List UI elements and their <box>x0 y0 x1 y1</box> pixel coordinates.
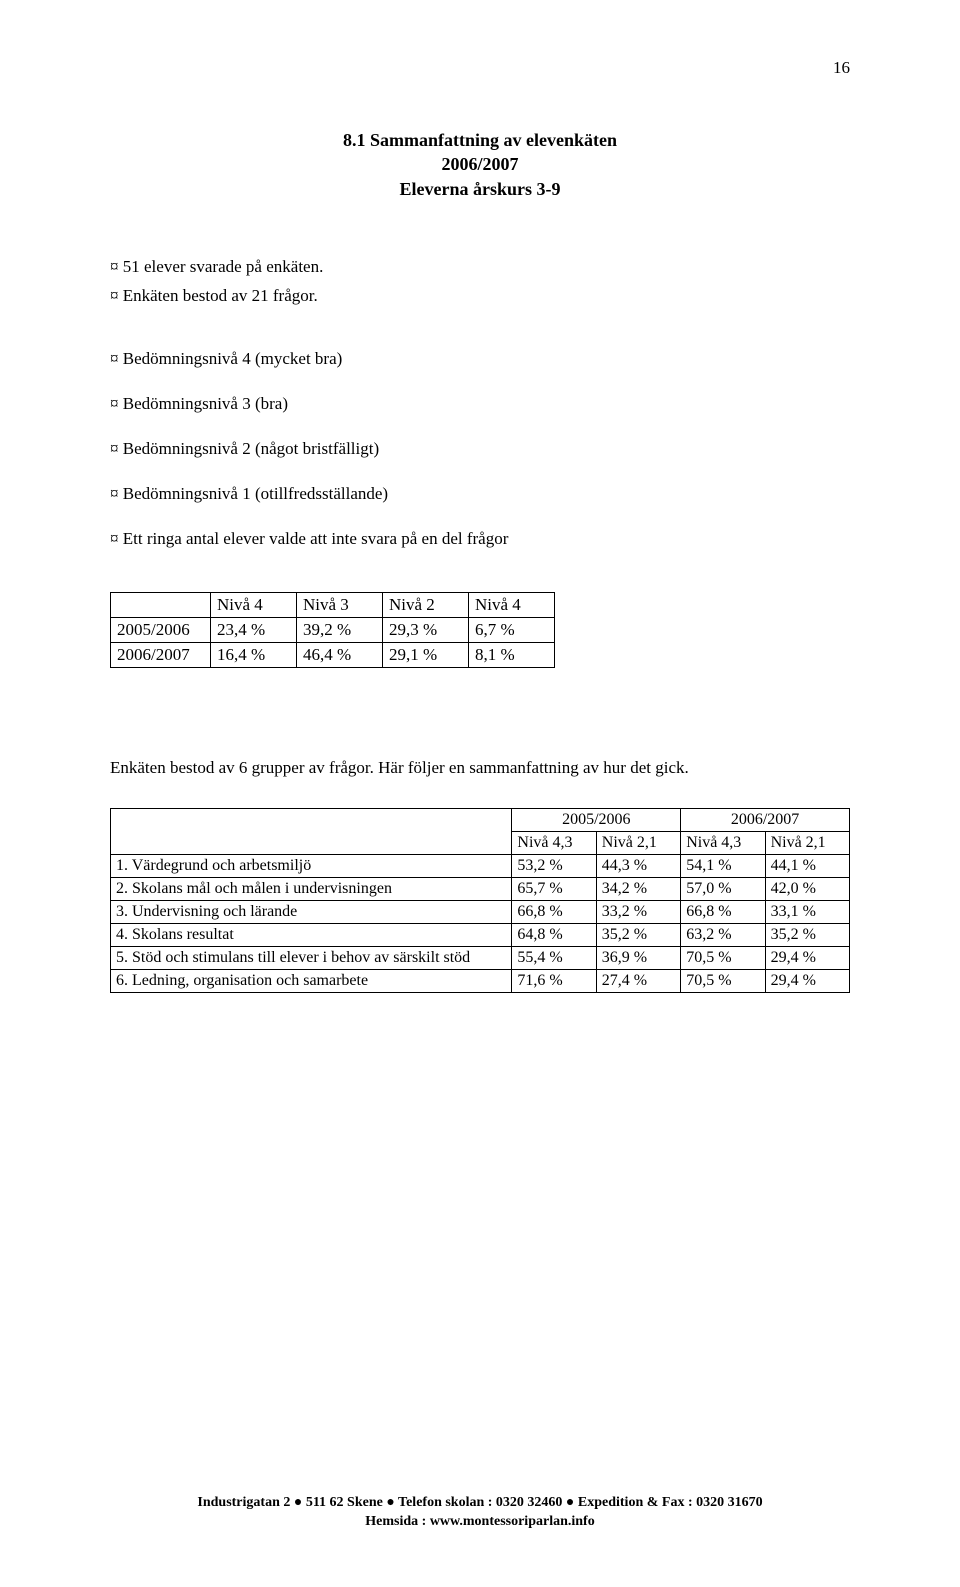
table-cell: 29,4 % <box>765 947 849 970</box>
table-cell: 44,1 % <box>765 855 849 878</box>
paragraph: Enkäten bestod av 6 grupper av frågor. H… <box>110 758 850 778</box>
table-cell: 8,1 % <box>469 643 555 668</box>
table-row: 2006/2007 16,4 % 46,4 % 29,1 % 8,1 % <box>111 643 555 668</box>
table-header-cell: Nivå 4,3 <box>512 832 596 855</box>
table-cell: 4. Skolans resultat <box>111 924 512 947</box>
bullet-item: ¤ Ett ringa antal elever valde att inte … <box>110 528 850 551</box>
table-header-row: 2005/2006 2006/2007 <box>111 809 850 832</box>
table-header-cell: Nivå 2 <box>383 593 469 618</box>
table-row: 5. Stöd och stimulans till elever i beho… <box>111 947 850 970</box>
table-header-cell: Nivå 2,1 <box>596 832 680 855</box>
table-row: 3. Undervisning och lärande 66,8 % 33,2 … <box>111 901 850 924</box>
page-footer: Industrigatan 2 ● 511 62 Skene ● Telefon… <box>0 1494 960 1532</box>
summary-table-1: Nivå 4 Nivå 3 Nivå 2 Nivå 4 2005/2006 23… <box>110 592 555 668</box>
table-header-cell: Nivå 4 <box>211 593 297 618</box>
table-cell: 23,4 % <box>211 618 297 643</box>
table-cell: 2005/2006 <box>111 618 211 643</box>
table-cell: 63,2 % <box>681 924 765 947</box>
table-cell: 29,4 % <box>765 970 849 993</box>
table-cell: 65,7 % <box>512 878 596 901</box>
heading-line-2: 2006/2007 <box>110 152 850 176</box>
table-cell: 64,8 % <box>512 924 596 947</box>
table-row: 2005/2006 23,4 % 39,2 % 29,3 % 6,7 % <box>111 618 555 643</box>
bullet-item: ¤ Bedömningsnivå 4 (mycket bra) <box>110 348 850 371</box>
table-cell: 27,4 % <box>596 970 680 993</box>
table-header-cell <box>111 809 512 855</box>
page: 16 8.1 Sammanfattning av elevenkäten 200… <box>0 0 960 1587</box>
table-cell: 34,2 % <box>596 878 680 901</box>
table-cell: 46,4 % <box>297 643 383 668</box>
table-cell: 2006/2007 <box>111 643 211 668</box>
table-cell: 16,4 % <box>211 643 297 668</box>
bullet-list: ¤ 51 elever svarade på enkäten. ¤ Enkäte… <box>110 256 850 551</box>
summary-table-2: 2005/2006 2006/2007 Nivå 4,3 Nivå 2,1 Ni… <box>110 808 850 993</box>
table-cell: 6,7 % <box>469 618 555 643</box>
table-cell: 53,2 % <box>512 855 596 878</box>
table-header-cell: 2005/2006 <box>512 809 681 832</box>
table-cell: 71,6 % <box>512 970 596 993</box>
table-cell: 70,5 % <box>681 947 765 970</box>
table-cell: 39,2 % <box>297 618 383 643</box>
table-cell: 2. Skolans mål och målen i undervisninge… <box>111 878 512 901</box>
table-cell: 42,0 % <box>765 878 849 901</box>
bullet-item: ¤ Enkäten bestod av 21 frågor. <box>110 285 850 308</box>
table-header-cell <box>111 593 211 618</box>
heading-line-3: Eleverna årskurs 3-9 <box>110 177 850 201</box>
table-header-cell: Nivå 4,3 <box>681 832 765 855</box>
table-header-cell: 2006/2007 <box>681 809 850 832</box>
table-cell: 29,1 % <box>383 643 469 668</box>
table-cell: 57,0 % <box>681 878 765 901</box>
page-number: 16 <box>833 58 850 78</box>
footer-line-2: Hemsida : www.montessoriparlan.info <box>0 1513 960 1532</box>
table-header-cell: Nivå 4 <box>469 593 555 618</box>
table-header-cell: Nivå 2,1 <box>765 832 849 855</box>
table-row: 2. Skolans mål och målen i undervisninge… <box>111 878 850 901</box>
table-cell: 33,2 % <box>596 901 680 924</box>
document-heading: 8.1 Sammanfattning av elevenkäten 2006/2… <box>110 128 850 201</box>
table-cell: 35,2 % <box>596 924 680 947</box>
table-cell: 29,3 % <box>383 618 469 643</box>
table-cell: 70,5 % <box>681 970 765 993</box>
table-cell: 36,9 % <box>596 947 680 970</box>
table-row: 6. Ledning, organisation och samarbete 7… <box>111 970 850 993</box>
bullet-item: ¤ 51 elever svarade på enkäten. <box>110 256 850 279</box>
table-cell: 35,2 % <box>765 924 849 947</box>
table-cell: 3. Undervisning och lärande <box>111 901 512 924</box>
heading-line-1: 8.1 Sammanfattning av elevenkäten <box>110 128 850 152</box>
table-cell: 66,8 % <box>512 901 596 924</box>
footer-line-1: Industrigatan 2 ● 511 62 Skene ● Telefon… <box>0 1494 960 1513</box>
table-cell: 1. Värdegrund och arbetsmiljö <box>111 855 512 878</box>
bullet-item: ¤ Bedömningsnivå 2 (något bristfälligt) <box>110 438 850 461</box>
table-cell: 33,1 % <box>765 901 849 924</box>
table-cell: 5. Stöd och stimulans till elever i beho… <box>111 947 512 970</box>
table-cell: 66,8 % <box>681 901 765 924</box>
table-cell: 6. Ledning, organisation och samarbete <box>111 970 512 993</box>
table-cell: 54,1 % <box>681 855 765 878</box>
table-header-cell: Nivå 3 <box>297 593 383 618</box>
bullet-item: ¤ Bedömningsnivå 1 (otillfredsställande) <box>110 483 850 506</box>
bullet-item: ¤ Bedömningsnivå 3 (bra) <box>110 393 850 416</box>
table-row: 4. Skolans resultat 64,8 % 35,2 % 63,2 %… <box>111 924 850 947</box>
table-cell: 55,4 % <box>512 947 596 970</box>
table-cell: 44,3 % <box>596 855 680 878</box>
table-header-row: Nivå 4 Nivå 3 Nivå 2 Nivå 4 <box>111 593 555 618</box>
table-row: 1. Värdegrund och arbetsmiljö 53,2 % 44,… <box>111 855 850 878</box>
